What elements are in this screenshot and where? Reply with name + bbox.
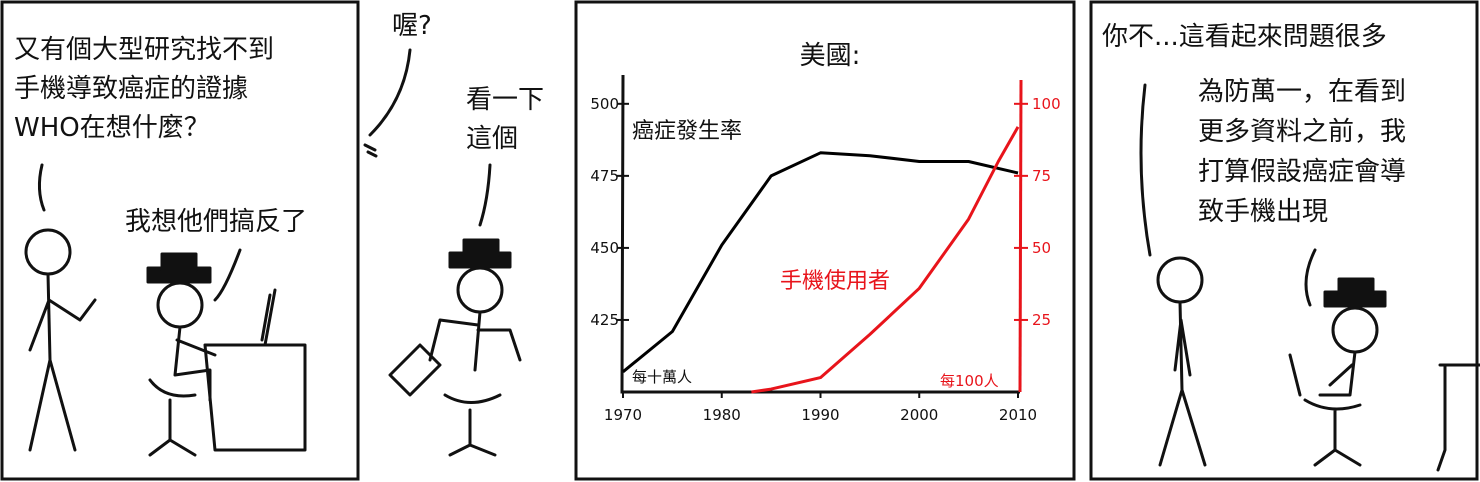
panel-frame <box>574 0 1076 481</box>
y-tick-label: 450 <box>590 239 619 257</box>
panel-frame <box>0 0 360 481</box>
axis-unit: 每100人 <box>940 372 999 390</box>
axis-unit: 每十萬人 <box>632 368 692 386</box>
speech: WHO在想什麼？ <box>14 113 210 143</box>
y-tick-label: 425 <box>590 311 619 329</box>
series-line <box>751 126 1020 394</box>
series-label: 癌症發生率 <box>632 119 742 144</box>
speech: 為防萬一，在看到 <box>1198 77 1406 107</box>
x-tick-label: 2000 <box>900 406 938 424</box>
speech: 看一下 <box>466 85 544 115</box>
speech: 更多資料之前，我 <box>1198 117 1406 147</box>
y2-tick-label: 50 <box>1032 239 1051 257</box>
speech: 致手機出現 <box>1198 197 1328 227</box>
y2-tick-label: 25 <box>1032 311 1051 329</box>
speech: 打算假設癌症會導 <box>1198 157 1406 187</box>
series-label: 手機使用者 <box>780 269 890 294</box>
y-tick-label: 475 <box>590 167 619 185</box>
speech: 手機導致癌症的證據 <box>14 74 248 104</box>
speech: 喔? <box>392 11 432 41</box>
stick-figures <box>363 48 522 457</box>
x-tick-label: 1980 <box>703 406 741 424</box>
speech: 你不...這看起來問題很多 <box>1102 22 1387 52</box>
speech: 又有個大型研究找不到 <box>14 35 274 65</box>
speech: 我想他們搞反了 <box>125 207 307 237</box>
chart-title: 美國: <box>800 41 861 71</box>
panel-frame <box>1089 0 1479 481</box>
stick-figures <box>1139 83 1480 472</box>
y2-tick-label: 75 <box>1032 167 1051 185</box>
stick-figures <box>24 163 307 457</box>
x-tick-label: 2010 <box>999 406 1037 424</box>
y-tick-label: 500 <box>590 95 619 113</box>
x-tick-label: 1970 <box>604 406 642 424</box>
speech: 這個 <box>466 124 518 154</box>
series-line <box>622 151 1019 373</box>
x-tick-label: 1990 <box>801 406 839 424</box>
y2-tick-label: 100 <box>1032 95 1061 113</box>
axis-line <box>1018 79 1023 393</box>
